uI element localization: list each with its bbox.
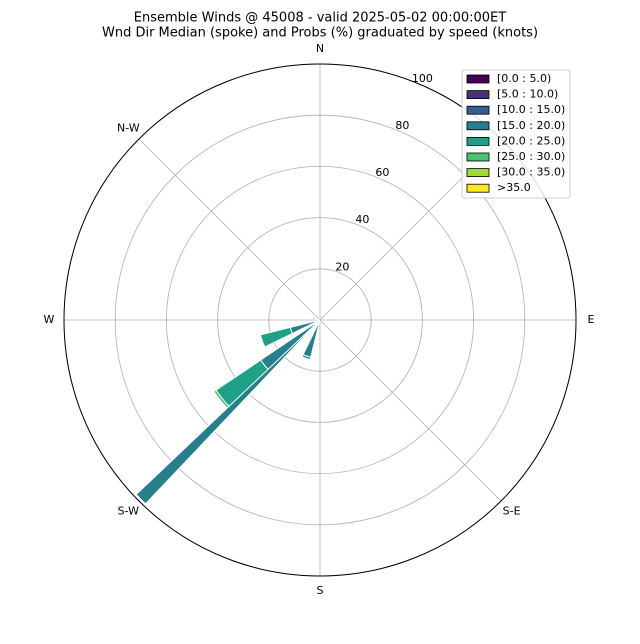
angle-tick-label: N [316,42,324,55]
r-tick-label: 20 [335,260,349,273]
legend-label: [10.0 : 15.0) [497,103,565,116]
legend-label: [30.0 : 35.0) [497,166,565,179]
bar-segment [259,326,294,348]
legend-swatch [466,183,490,193]
angle-tick-label: W [44,313,55,326]
legend-label: [20.0 : 25.0) [497,134,565,147]
legend-swatch [466,136,490,146]
spoke-grid-line [138,138,321,321]
spoke-grid-line [319,319,502,502]
angle-tick-label: S [317,584,324,597]
outer-frame [63,63,577,577]
legend-label: [0.0 : 5.0) [497,72,551,85]
legend-swatch [466,168,490,178]
angle-tick-label: N-W [117,121,140,134]
legend-label: [5.0 : 10.0) [497,88,558,101]
legend-label: >35.0 [497,181,531,194]
chart-subtitle: Wnd Dir Median (spoke) and Probs (%) gra… [102,26,538,41]
angle-tick-label: E [588,313,595,326]
legend-box [461,69,571,199]
legend-swatch [466,121,490,131]
legend-swatch [466,152,490,162]
chart-title: Ensemble Winds @ 45008 - valid 2025-05-0… [134,11,506,26]
bar-segment [311,316,319,321]
legend-swatch [466,74,490,84]
median-spoke [135,319,321,505]
r-tick-label: 80 [395,119,409,132]
legend-swatch [466,105,490,115]
r-tick-label: 60 [375,166,389,179]
angle-tick-label: S-W [118,505,140,518]
r-tick-label: 100 [412,72,433,85]
legend-label: [15.0 : 20.0) [497,119,565,132]
legend-label: [25.0 : 30.0) [497,150,565,163]
legend-swatch [466,90,490,99]
bar-segment [301,353,312,361]
r-tick-label: 40 [355,213,369,226]
angle-tick-label: S-E [503,505,521,518]
